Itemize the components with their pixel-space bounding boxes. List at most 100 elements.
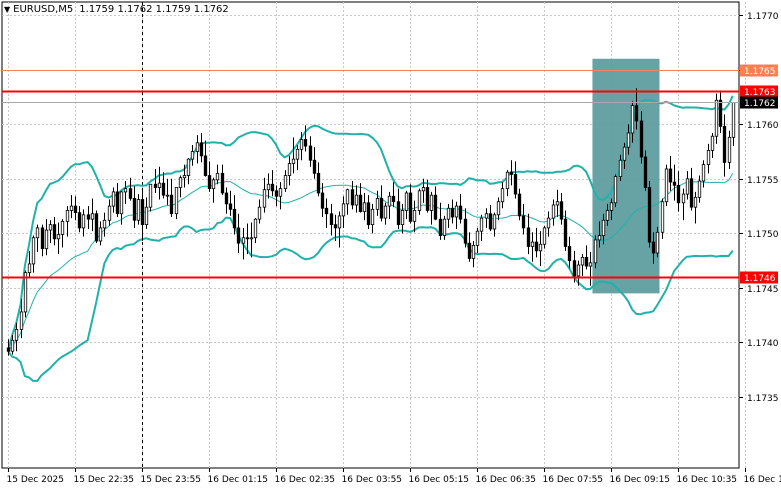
candle-body-up	[178, 177, 183, 188]
candle-body-down	[379, 198, 384, 219]
candle	[609, 198, 614, 221]
candle-body-up	[580, 256, 585, 266]
candle	[48, 220, 53, 244]
candle-body-up	[35, 227, 40, 239]
candle	[664, 164, 669, 207]
candle-body-up	[48, 224, 53, 231]
candle	[639, 111, 644, 164]
candle-body-up	[136, 199, 141, 221]
y-tick-label: 1.1760	[747, 121, 779, 131]
candle-body-down	[722, 126, 727, 163]
candle-body-up	[123, 188, 128, 193]
candle-body-down	[6, 347, 11, 352]
candle	[500, 182, 505, 209]
candle-body-up	[14, 329, 19, 341]
candle	[262, 177, 267, 213]
candle-body-up	[601, 219, 606, 236]
candle	[333, 214, 338, 242]
candle	[350, 180, 355, 210]
candle	[433, 186, 438, 221]
candle	[471, 241, 476, 268]
candle	[576, 260, 581, 286]
candle-body-up	[609, 202, 614, 211]
candle	[178, 175, 183, 198]
x-tick-label: 16 Dec 03:55	[342, 475, 403, 485]
candle-body-down	[676, 184, 681, 204]
candle-body-up	[383, 205, 388, 219]
candle-body-up	[195, 142, 200, 152]
candle-body-down	[513, 174, 518, 195]
candle	[362, 192, 367, 221]
candle	[245, 223, 250, 255]
x-tick-label: 16 Dec 09:15	[610, 475, 671, 485]
candle	[622, 142, 627, 169]
candle-body-up	[731, 102, 736, 138]
candle-body-up	[182, 175, 187, 179]
candle-body-up	[262, 189, 267, 208]
candle-body-up	[345, 189, 350, 205]
candle-body-down	[94, 213, 99, 242]
triangle-down-icon[interactable]: ▼	[4, 5, 11, 14]
candle-body-up	[102, 219, 107, 229]
y-tick-label: 1.1755	[747, 176, 779, 186]
candle	[672, 164, 677, 201]
candle	[630, 101, 635, 143]
candle-body-up	[19, 311, 24, 330]
candle	[689, 167, 694, 211]
candle	[60, 219, 65, 248]
candle	[521, 203, 526, 235]
x-tick-label: 15 Dec 23:55	[141, 475, 202, 485]
y-tick-label: 1.1735	[747, 394, 779, 404]
candle-body-up	[295, 148, 300, 160]
candle-body-down	[203, 155, 208, 176]
candle-body-down	[567, 246, 572, 262]
candle	[421, 178, 426, 203]
candle-body-down	[396, 201, 401, 226]
candle	[287, 155, 292, 186]
candle-body-up	[697, 180, 702, 198]
candle	[195, 135, 200, 164]
candle	[492, 212, 497, 237]
x-tick-label: 16 Dec 01:15	[208, 475, 269, 485]
candle	[140, 190, 145, 242]
candle-body-up	[421, 187, 426, 192]
x-tick-label: 15 Dec 2025	[7, 475, 65, 485]
candle-body-down	[224, 192, 229, 205]
candle-body-up	[400, 210, 405, 226]
candle-body-up	[299, 139, 304, 150]
price-level-label: 1.1746	[744, 274, 776, 284]
candle-body-down	[52, 224, 57, 240]
candle	[546, 211, 551, 237]
candle	[425, 179, 430, 213]
x-tick-label: 16 Dec 10:35	[677, 475, 738, 485]
candle	[513, 161, 518, 199]
candle-body-up	[266, 183, 271, 191]
candle	[605, 203, 610, 226]
candle-body-up	[693, 196, 698, 208]
ohlc-readout: 1.1759 1.1762 1.1759 1.1762	[79, 4, 229, 15]
candle-body-down	[153, 183, 158, 188]
candle	[94, 210, 99, 244]
candle-body-up	[190, 151, 195, 160]
candle	[593, 235, 598, 269]
price-level-tag	[740, 85, 778, 98]
candle-body-down	[366, 202, 371, 226]
candle	[475, 227, 480, 254]
candle-body-up	[530, 241, 535, 247]
candle	[458, 194, 463, 224]
candle-body-down	[132, 198, 137, 221]
candle-body-down	[232, 208, 237, 229]
candle-body-up	[69, 205, 74, 211]
candle	[10, 334, 15, 355]
candle-body-down	[270, 183, 275, 192]
candle-body-up	[215, 172, 220, 181]
candle	[618, 154, 623, 181]
candle	[727, 130, 732, 169]
candle-body-up	[287, 163, 292, 176]
candle-body-up	[44, 229, 49, 250]
candle	[429, 191, 434, 225]
candle-body-down	[718, 99, 723, 127]
candle-body-up	[249, 237, 254, 240]
candle-body-up	[626, 132, 631, 148]
